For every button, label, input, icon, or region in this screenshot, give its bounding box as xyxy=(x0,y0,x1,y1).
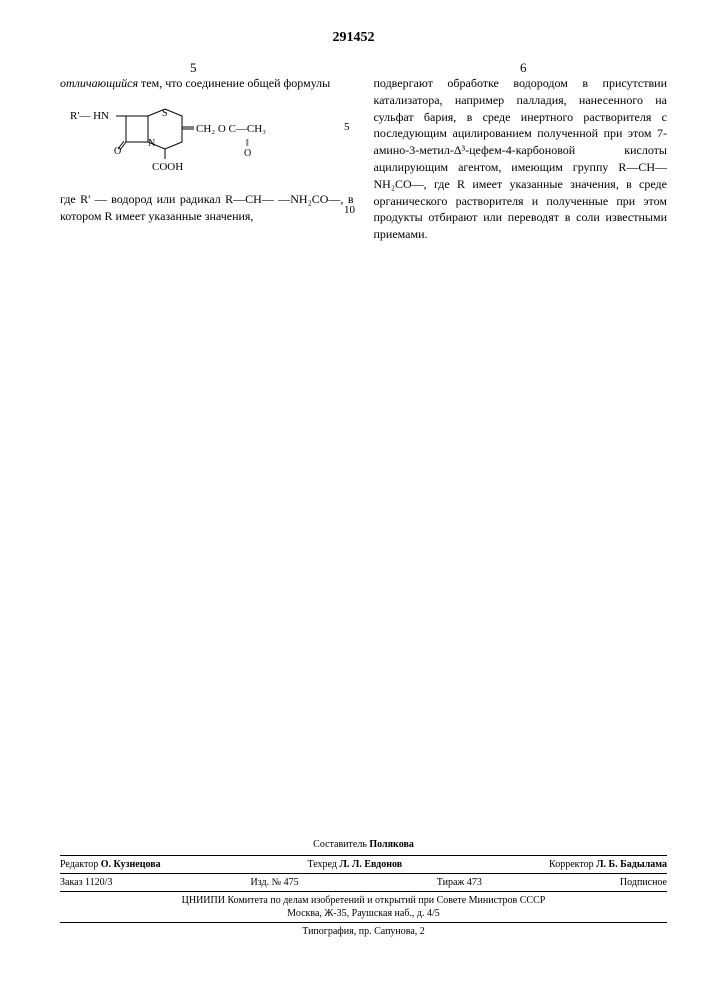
para1-rest: тем, что соединение общей формулы xyxy=(138,76,330,90)
tech-cell: Техред Л. Л. Евдонов xyxy=(308,858,403,871)
edition-cell: Изд. № 475 xyxy=(251,876,299,889)
footer-order-row: Заказ 1120/3 Изд. № 475 Тираж 473 Подпис… xyxy=(60,874,667,892)
patent-number: 291452 xyxy=(0,30,707,46)
footer-org-row: ЦНИИПИ Комитета по делам изобретений и о… xyxy=(60,892,667,923)
tirage-cell: Тираж 473 xyxy=(437,876,482,889)
right-para: подвергают обработке водородом в присутс… xyxy=(374,75,668,243)
content-area: отличающийся тем, что соединение общей ф… xyxy=(60,75,667,243)
right-column: подвергают обработке водородом в присутс… xyxy=(374,75,668,243)
printer-name: Типография, пр. Сапунова, 2 xyxy=(302,926,425,937)
left-para-1: отличающийся тем, что соединение общей ф… xyxy=(60,75,354,92)
footer: Составитель Полякова Редактор О. Кузнецо… xyxy=(60,838,667,940)
structure-diagram: R'— HN S N O CH₂ O C—CH₃ ‖ O COOH xyxy=(70,104,300,179)
left-para-2: где R' — водород или радикал R—CH— —NH₂C… xyxy=(60,191,354,225)
footer-compositor: Составитель Полякова xyxy=(60,838,667,851)
svg-text:N: N xyxy=(148,138,155,149)
org-address: Москва, Ж-35, Раушская наб., д. 4/5 xyxy=(60,907,667,920)
svg-text:S: S xyxy=(162,108,168,119)
svg-text:CH₂ O C—CH₃: CH₂ O C—CH₃ xyxy=(196,123,266,135)
compositor-label: Составитель xyxy=(313,839,367,850)
svg-text:O: O xyxy=(114,146,121,157)
svg-text:COOH: COOH xyxy=(152,161,183,173)
org-name: ЦНИИПИ Комитета по делам изобретений и о… xyxy=(60,894,667,907)
footer-credits-row: Редактор О. Кузнецова Техред Л. Л. Евдон… xyxy=(60,855,667,874)
editor-cell: Редактор О. Кузнецова xyxy=(60,858,161,871)
svg-text:R'— HN: R'— HN xyxy=(70,110,109,122)
svg-text:O: O xyxy=(244,148,251,159)
left-column-number: 5 xyxy=(190,60,197,76)
compositor-name: Полякова xyxy=(369,839,413,850)
right-column-number: 6 xyxy=(520,60,527,76)
subscription-cell: Подписное xyxy=(620,876,667,889)
italic-word: отличающийся xyxy=(60,76,138,90)
order-cell: Заказ 1120/3 xyxy=(60,876,112,889)
left-column: отличающийся тем, что соединение общей ф… xyxy=(60,75,354,243)
chemical-formula: R'— HN S N O CH₂ O C—CH₃ ‖ O COOH xyxy=(60,100,354,183)
corrector-cell: Корректор Л. Б. Бадылама xyxy=(549,858,667,871)
footer-printer-row: Типография, пр. Сапунова, 2 xyxy=(60,923,667,940)
